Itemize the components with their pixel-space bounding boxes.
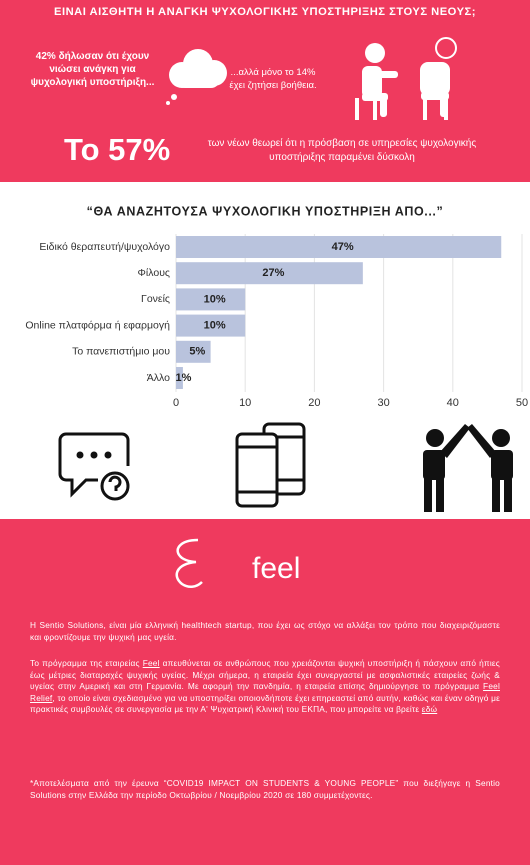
bar bbox=[176, 288, 246, 311]
stat-text: των νέων θεωρεί ότι η πρόσβαση σε υπηρεσ… bbox=[207, 138, 477, 163]
paragraph: Το πρόγραμμα της εταιρείας Feel απευθύνε… bbox=[30, 658, 500, 716]
value-label: 10% bbox=[204, 320, 226, 332]
value-label: 1% bbox=[176, 372, 192, 384]
logo-mark bbox=[175, 538, 203, 588]
x-tick-label: 40 bbox=[447, 397, 459, 409]
people-high-five-icon bbox=[423, 424, 513, 512]
header-title: ΕΙΝΑΙ ΑΙΣΘΗΤΗ Η ΑΝΑΓΚΗ ΨΥΧΟΛΟΓΙΚΗΣ ΥΠΟΣΤ… bbox=[54, 6, 476, 18]
link[interactable]: εδώ bbox=[421, 704, 438, 714]
text: απευθύνεται σε ανθρώπους που χρειάζονται… bbox=[30, 658, 500, 691]
bar bbox=[176, 236, 502, 258]
cloud-icon bbox=[166, 49, 227, 105]
bar bbox=[176, 314, 246, 337]
x-tick-label: 20 bbox=[308, 397, 320, 409]
bar bbox=[176, 262, 363, 285]
text: Το πρόγραμμα της εταιρείας bbox=[30, 658, 143, 668]
text: , το οποίο είναι σχεδιασμένο για να υποσ… bbox=[30, 692, 500, 715]
chat-question-icon bbox=[58, 432, 130, 501]
left-text: 42% δήλωσαν ότι έχουν νιώσει ανάγκη για … bbox=[30, 51, 155, 88]
phones-icon bbox=[235, 422, 306, 508]
y-tick-label: Φίλους bbox=[138, 267, 170, 279]
bar bbox=[176, 367, 183, 389]
y-tick-label: Άλλο bbox=[147, 372, 170, 384]
paragraph: Η Sentio Solutions, είναι μία ελληνική h… bbox=[30, 620, 500, 642]
x-tick-label: 50 bbox=[516, 397, 528, 409]
value-label: 27% bbox=[262, 267, 284, 279]
logo-text: feel bbox=[252, 552, 300, 585]
value-label: 5% bbox=[189, 346, 205, 358]
people-icon bbox=[355, 37, 457, 120]
bar bbox=[176, 340, 211, 363]
x-tick-label: 0 bbox=[173, 397, 179, 409]
y-tick-label: Online πλατφόρμα ή εφαρμογή bbox=[25, 319, 170, 331]
y-tick-label: Ειδικό θεραπευτή/ψυχολόγο bbox=[39, 241, 170, 253]
big-stat: Το 57% bbox=[64, 132, 171, 167]
chart-title: “ΘΑ ΑΝΑΖΗΤΟΥΣΑ ΨΥΧΟΛΟΓΙΚΗ ΥΠΟΣΤΗΡΙΞΗ ΑΠΟ… bbox=[87, 204, 444, 218]
y-tick-label: Γονείς bbox=[141, 293, 170, 305]
chat-dots bbox=[76, 451, 112, 459]
value-label: 47% bbox=[332, 241, 354, 253]
x-tick-label: 30 bbox=[377, 397, 389, 409]
x-tick-label: 10 bbox=[239, 397, 251, 409]
value-label: 10% bbox=[204, 293, 226, 305]
link[interactable]: Feel Relief bbox=[30, 681, 500, 703]
footer-band bbox=[0, 519, 530, 865]
right-text: ...αλλά μόνο το 14% έχει ζητήσει βοήθεια… bbox=[229, 67, 317, 91]
link[interactable]: Feel bbox=[142, 658, 160, 668]
y-tick-label: Το πανεπιστήμιο μου bbox=[72, 346, 170, 358]
footnote: *Αποτελέσματα από την έρευνα “COVID19 IM… bbox=[30, 778, 500, 800]
